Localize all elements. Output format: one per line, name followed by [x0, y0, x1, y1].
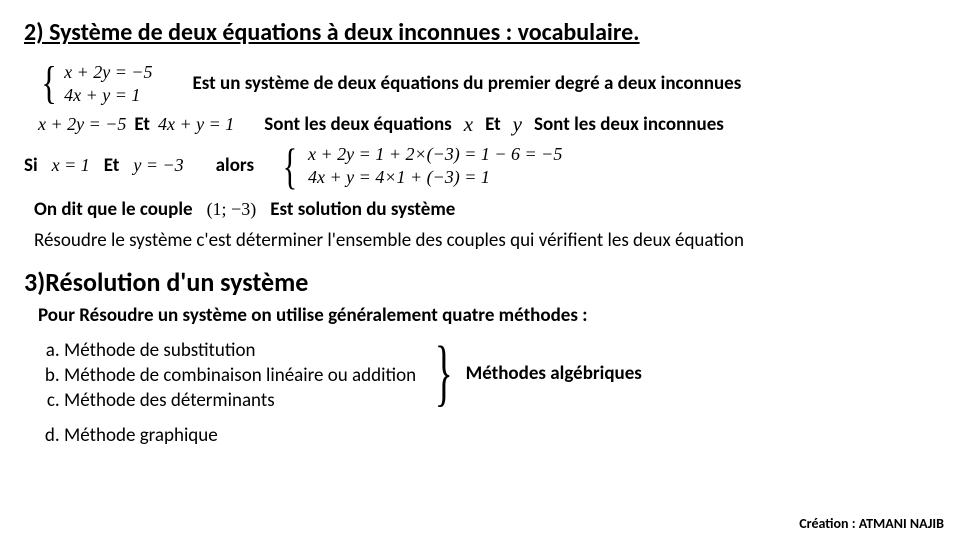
eq-1a: x + 2y = −5 [64, 61, 152, 84]
text-methods-intro: Pour Résoudre un système on utilise géné… [38, 304, 587, 327]
et-1: Et [134, 113, 150, 136]
text-couple-post: Est solution du système [270, 198, 455, 221]
system-def-text: Est un système de deux équations du prem… [193, 72, 742, 95]
section-title-2: 3)Résolution d'un système [24, 266, 936, 298]
text-equations: Sont les deux équations [264, 113, 451, 136]
page-root: 2) Système de deux équations à deux inco… [0, 0, 960, 540]
row-solution: On dit que le couple (1; −3) Est solutio… [34, 198, 936, 221]
methods-list: Méthode de substitution Méthode de combi… [64, 339, 416, 414]
eq-x: x = 1 [52, 155, 90, 176]
eq-y: y = −3 [133, 155, 183, 176]
var-y: y [513, 112, 522, 137]
label-alors: alors [216, 154, 254, 177]
text-resolve-def: Résoudre le système c'est déterminer l'e… [34, 229, 744, 252]
method-a-label: Méthode de substitution [64, 339, 255, 362]
methods-block: Méthode de substitution Méthode de combi… [24, 333, 936, 414]
system-verif: x + 2y = 1 + 2×(−3) = 1 − 6 = −5 4x + y … [308, 143, 562, 188]
system-1: x + 2y = −5 4x + y = 1 [64, 61, 152, 106]
text-unknowns: Sont les deux inconnues [534, 113, 724, 136]
text-couple-pre: On dit que le couple [34, 198, 193, 221]
eq-2b: 4x + y = 1 [158, 114, 234, 135]
label-si: Si [24, 154, 38, 177]
row-system-def: { x + 2y = −5 4x + y = 1 Est un système … [38, 61, 936, 106]
section-title: 2) Système de deux équations à deux inco… [24, 18, 936, 47]
method-c: Méthode des déterminants [64, 389, 416, 412]
method-a: Méthode de substitution [64, 339, 416, 362]
row-equations-unknowns: x + 2y = −5 Et 4x + y = 1 Sont les deux … [38, 112, 936, 137]
couple-value: (1; −3) [207, 199, 257, 220]
methods-group-label: Méthodes algébriques [466, 362, 642, 385]
methods-list-2: Méthode graphique [64, 424, 936, 447]
method-d: Méthode graphique [64, 424, 936, 447]
credit-line: Création : ATMANI NAJIB [799, 515, 944, 532]
method-b: Méthode de combinaison linéaire ou addit… [64, 364, 416, 387]
row-resolve-def: Résoudre le système c'est déterminer l'e… [34, 229, 936, 252]
et-2: Et [485, 113, 501, 136]
verif-eq2: 4x + y = 4×1 + (−3) = 1 [308, 166, 562, 189]
left-brace-icon: { [41, 65, 56, 102]
right-brace-icon: } [435, 348, 453, 400]
left-brace-icon-2: { [283, 146, 297, 186]
verif-eq1: x + 2y = 1 + 2×(−3) = 1 − 6 = −5 [308, 143, 562, 166]
row-methods-intro: Pour Résoudre un système on utilise géné… [38, 304, 936, 327]
et-3: Et [104, 154, 120, 177]
var-x: x [464, 112, 473, 137]
method-c-label: Méthode des déterminants [64, 389, 275, 412]
eq-1b: 4x + y = 1 [64, 84, 152, 107]
method-d-label: Méthode graphique [64, 424, 218, 447]
method-b-label: Méthode de combinaison linéaire ou addit… [64, 364, 416, 387]
eq-2a: x + 2y = −5 [38, 114, 126, 135]
row-verification: Si x = 1 Et y = −3 alors { x + 2y = 1 + … [24, 143, 936, 188]
